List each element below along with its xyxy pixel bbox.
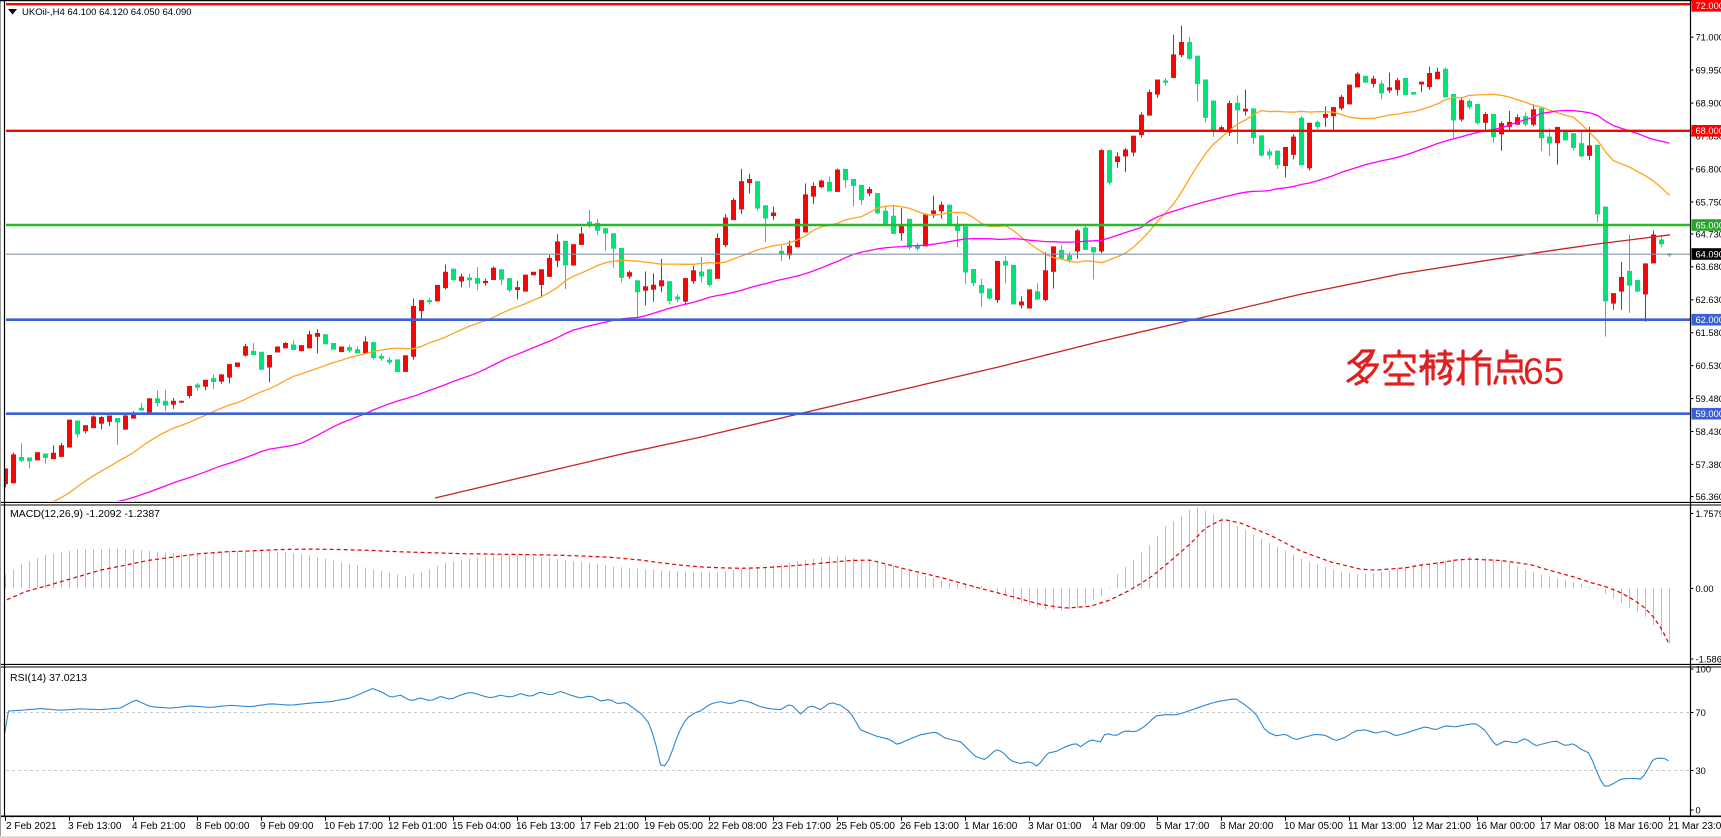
svg-text:MACD(12,26,9) -1.2092 -1.2387: MACD(12,26,9) -1.2092 -1.2387: [10, 508, 160, 520]
svg-text:4 Mar 09:00: 4 Mar 09:00: [1092, 821, 1146, 832]
svg-text:59.480: 59.480: [1696, 394, 1721, 404]
svg-text:8 Feb 00:00: 8 Feb 00:00: [196, 821, 250, 832]
svg-text:68.000: 68.000: [1696, 126, 1721, 136]
svg-text:22 Feb 08:00: 22 Feb 08:00: [708, 821, 767, 832]
svg-text:26 Feb 13:00: 26 Feb 13:00: [900, 821, 959, 832]
svg-text:21 Mar 23:00: 21 Mar 23:00: [1668, 821, 1721, 832]
svg-text:0: 0: [1696, 805, 1701, 815]
svg-text:17 Feb 21:00: 17 Feb 21:00: [580, 821, 639, 832]
svg-text:65.750: 65.750: [1696, 197, 1721, 207]
svg-text:62.000: 62.000: [1696, 315, 1721, 325]
svg-text:72.000: 72.000: [1696, 1, 1721, 11]
svg-text:69.950: 69.950: [1696, 66, 1721, 76]
svg-text:3 Mar 01:00: 3 Mar 01:00: [1028, 821, 1082, 832]
svg-text:19 Feb 05:00: 19 Feb 05:00: [644, 821, 703, 832]
svg-text:9 Feb 09:00: 9 Feb 09:00: [260, 821, 314, 832]
svg-text:56.360: 56.360: [1696, 492, 1721, 502]
svg-text:63.680: 63.680: [1696, 262, 1721, 272]
svg-text:1.7579: 1.7579: [1696, 509, 1721, 519]
svg-text:59.000: 59.000: [1696, 409, 1721, 419]
svg-text:10 Feb 17:00: 10 Feb 17:00: [324, 821, 383, 832]
svg-text:61.580: 61.580: [1696, 328, 1721, 338]
svg-text:5 Mar 17:00: 5 Mar 17:00: [1156, 821, 1210, 832]
svg-text:4 Feb 21:00: 4 Feb 21:00: [132, 821, 186, 832]
svg-text:-1.586: -1.586: [1696, 654, 1721, 664]
svg-text:64.090: 64.090: [1696, 249, 1721, 259]
svg-text:71.000: 71.000: [1696, 33, 1721, 43]
svg-text:62.630: 62.630: [1696, 295, 1721, 305]
svg-text:12 Feb 01:00: 12 Feb 01:00: [388, 821, 447, 832]
svg-text:17 Mar 08:00: 17 Mar 08:00: [1540, 821, 1599, 832]
svg-text:23 Feb 17:00: 23 Feb 17:00: [772, 821, 831, 832]
svg-text:65.000: 65.000: [1696, 220, 1721, 230]
svg-text:0.00: 0.00: [1696, 584, 1714, 594]
svg-text:70: 70: [1696, 708, 1706, 718]
svg-text:25 Feb 05:00: 25 Feb 05:00: [836, 821, 895, 832]
svg-text:100: 100: [1696, 664, 1712, 674]
svg-text:11 Mar 13:00: 11 Mar 13:00: [1348, 821, 1407, 832]
svg-text:RSI(14) 37.0213: RSI(14) 37.0213: [10, 672, 87, 684]
svg-text:65: 65: [1523, 351, 1564, 392]
svg-text:57.380: 57.380: [1696, 460, 1721, 470]
svg-text:58.430: 58.430: [1696, 427, 1721, 437]
svg-text:60.530: 60.530: [1696, 361, 1721, 371]
svg-text:3 Feb 13:00: 3 Feb 13:00: [68, 821, 122, 832]
svg-text:16 Mar 00:00: 16 Mar 00:00: [1476, 821, 1535, 832]
svg-text:1 Mar 16:00: 1 Mar 16:00: [964, 821, 1018, 832]
svg-text:2 Feb 2021: 2 Feb 2021: [6, 821, 57, 832]
svg-text:15 Feb 04:00: 15 Feb 04:00: [452, 821, 511, 832]
svg-text:18 Mar 16:00: 18 Mar 16:00: [1604, 821, 1663, 832]
svg-text:68.900: 68.900: [1696, 99, 1721, 109]
svg-text:16 Feb 13:00: 16 Feb 13:00: [516, 821, 575, 832]
svg-text:UKOil-,H4 64.100 64.120 64.05: UKOil-,H4 64.100 64.120 64.050 64.090: [22, 7, 192, 18]
svg-text:8 Mar 20:00: 8 Mar 20:00: [1220, 821, 1274, 832]
svg-text:10 Mar 05:00: 10 Mar 05:00: [1284, 821, 1343, 832]
svg-text:12 Mar 21:00: 12 Mar 21:00: [1412, 821, 1471, 832]
svg-text:64.730: 64.730: [1696, 229, 1721, 239]
svg-text:66.800: 66.800: [1696, 164, 1721, 174]
svg-text:30: 30: [1696, 766, 1706, 776]
